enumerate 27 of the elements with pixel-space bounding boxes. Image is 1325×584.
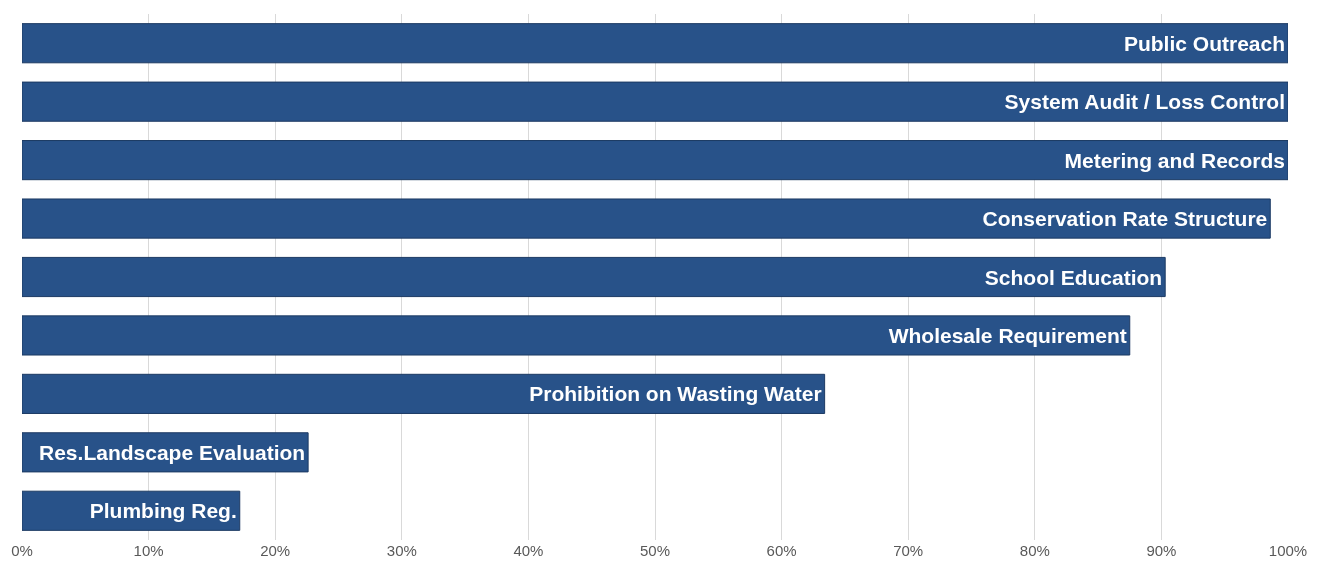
y-tick-label: Wholesale Requirement [888, 323, 1127, 347]
x-tick-label: 0% [11, 542, 33, 559]
bar [22, 256, 1166, 298]
x-tick-label: 70% [893, 542, 924, 559]
y-tick-label: Plumbing Reg. [89, 499, 237, 523]
bar [22, 140, 1288, 181]
bar [22, 81, 1288, 122]
bar [22, 23, 1288, 64]
x-tick-label: 40% [513, 542, 544, 559]
x-tick-label: 80% [1019, 542, 1050, 559]
x-tick-label: 10% [133, 542, 164, 559]
x-tick-label: 20% [260, 542, 291, 559]
y-tick-label: Metering and Records [1064, 148, 1285, 172]
bar [22, 373, 826, 414]
y-tick-label: Res.Landscape Evaluation [39, 440, 306, 464]
y-tick-label: Conservation Rate Structure [982, 207, 1268, 231]
bar [22, 315, 1131, 356]
y-tick-label: System Audit / Loss Control [1004, 90, 1285, 114]
y-tick-label: School Education [984, 265, 1163, 289]
x-tick-label: 100% [1268, 542, 1308, 559]
y-tick-label: Prohibition on Wasting Water [529, 382, 822, 406]
y-tick-label: Public Outreach [1123, 31, 1285, 55]
x-tick-label: 50% [639, 542, 671, 559]
x-tick-label: 90% [1146, 542, 1177, 559]
bar [22, 198, 1271, 239]
x-tick-label: 30% [386, 542, 417, 559]
x-tick-label: 60% [766, 542, 797, 559]
